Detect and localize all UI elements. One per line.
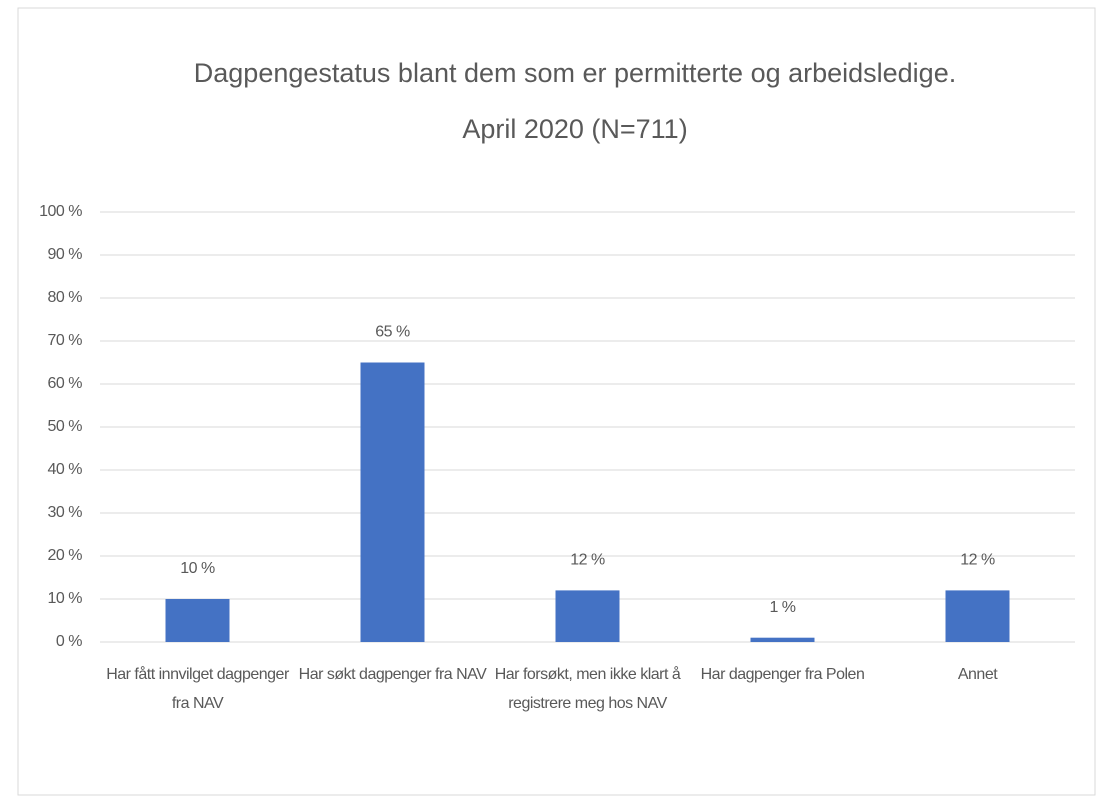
bar bbox=[750, 637, 815, 642]
y-tick-label: 100 % bbox=[39, 203, 82, 220]
data-label: 65 % bbox=[375, 324, 410, 341]
y-tick-label: 30 % bbox=[48, 504, 83, 521]
y-tick-label: 80 % bbox=[48, 289, 83, 306]
bar bbox=[360, 362, 425, 642]
chart-border bbox=[17, 7, 1096, 796]
y-tick-label: 10 % bbox=[48, 590, 83, 607]
y-tick-label: 50 % bbox=[48, 418, 83, 435]
x-tick-label: Har fått innvilget dagpenger fra NAV bbox=[106, 666, 289, 712]
bar bbox=[165, 599, 230, 642]
bar bbox=[555, 590, 620, 642]
y-tick-label: 90 % bbox=[48, 246, 83, 263]
bar bbox=[945, 590, 1010, 642]
y-tick-label: 40 % bbox=[48, 461, 83, 478]
data-label: 10 % bbox=[180, 560, 215, 577]
x-tick-label: Har søkt dagpenger fra NAV bbox=[298, 666, 487, 683]
y-tick-label: 60 % bbox=[48, 375, 83, 392]
x-tick-label: Annet bbox=[957, 666, 998, 683]
chart-subtitle: April 2020 (N=711) bbox=[462, 114, 687, 144]
data-label: 12 % bbox=[960, 552, 995, 569]
x-tick-label: Har dagpenger fra Polen bbox=[700, 666, 865, 683]
x-tick-label: Har forsøkt, men ikke klart å registrere… bbox=[494, 666, 681, 712]
y-tick-label: 0 % bbox=[56, 633, 82, 650]
y-tick-label: 20 % bbox=[48, 547, 83, 564]
chart-title: Dagpengestatus blant dem som er permitte… bbox=[194, 58, 956, 88]
data-label: 1 % bbox=[769, 599, 795, 616]
y-tick-label: 70 % bbox=[48, 332, 83, 349]
data-label: 12 % bbox=[570, 552, 605, 569]
